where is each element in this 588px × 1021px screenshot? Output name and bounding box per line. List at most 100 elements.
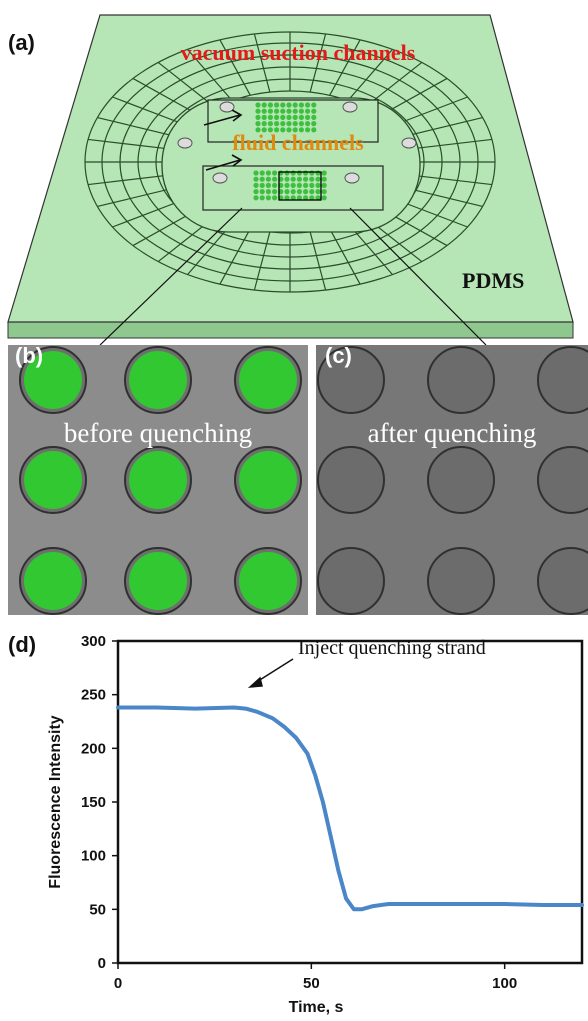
well [315,182,321,188]
well [259,182,265,188]
microwell [317,446,385,514]
well [305,102,311,108]
well [309,195,315,201]
well [272,176,278,182]
y-tick-label: 150 [81,794,106,811]
well [315,195,321,201]
well [267,108,273,114]
well [321,195,327,201]
upper-well-array [255,102,317,133]
y-axis: 0 50 100 150 200 250 300 [81,633,118,972]
y-tick-label: 0 [98,955,106,972]
well [309,176,315,182]
well [261,121,267,127]
fluorescent-spot [24,552,82,610]
fluid-channels-label: fluid channels [232,130,364,155]
well [259,176,265,182]
well [255,127,261,133]
plot-area [116,639,584,965]
radial-spoke [97,116,182,139]
well [280,108,286,114]
well [267,121,273,127]
well [286,127,292,133]
after-quenching-caption: after quenching [367,418,537,448]
well [284,170,290,176]
well [303,170,309,176]
well [274,121,280,127]
well [303,195,309,201]
microwell [537,346,588,414]
well [265,189,271,195]
well [255,114,261,120]
well [290,189,296,195]
well [292,102,298,108]
well [296,182,302,188]
well [292,121,298,127]
fluorescent-spot [239,351,297,409]
well [305,114,311,120]
fluorescent-spot [239,552,297,610]
well [309,170,315,176]
well [311,127,317,133]
well [267,114,273,120]
micrograph-c-wells [317,346,588,615]
well [255,121,261,127]
x-tick-label: 50 [303,975,320,992]
well [284,189,290,195]
x-tick-label: 100 [492,975,517,992]
well [309,189,315,195]
radial-spoke [329,228,361,285]
zoom-lines [99,207,487,345]
well [259,189,265,195]
well [274,127,280,133]
well [280,127,286,133]
well [261,127,267,133]
well [265,170,271,176]
well [303,176,309,182]
y-axis-title: Fluorescence Intensity [47,715,64,888]
vacuum-suction-channels-label: vacuum suction channels [180,40,416,65]
pdms-label: PDMS [462,268,525,293]
y-tick-label: 100 [81,848,106,865]
well [311,114,317,120]
radial-spoke [88,138,176,151]
before-quenching-caption: before quenching [63,418,253,448]
well [255,108,261,114]
well [315,176,321,182]
zoom-selection-box [278,171,322,201]
well [280,121,286,127]
well [298,121,304,127]
annotation-arrow [247,658,294,688]
well [296,176,302,182]
well [296,195,302,201]
y-tick-label: 250 [81,687,106,704]
well [259,170,265,176]
well [284,176,290,182]
radial-spoke [309,231,327,291]
well [309,182,315,188]
series-line [116,705,584,912]
well [286,121,292,127]
well [280,114,286,120]
well [298,102,304,108]
well [298,114,304,120]
well [290,176,296,182]
well [290,182,296,188]
fluorescent-spot [129,451,187,509]
microwell [537,547,588,615]
radial-spoke [253,231,271,291]
panel-d-label: (d) [8,632,37,657]
well [267,102,273,108]
microwell [537,446,588,514]
well [265,182,271,188]
well [265,195,271,201]
fluorescent-spot [129,351,187,409]
microwell [317,346,385,414]
radial-spoke [219,39,251,96]
radial-spoke [347,49,393,101]
fluorescent-spot [24,351,82,409]
well [298,108,304,114]
well [305,108,311,114]
micrograph-after-quenching [316,345,588,615]
inlet-ports [177,101,417,184]
